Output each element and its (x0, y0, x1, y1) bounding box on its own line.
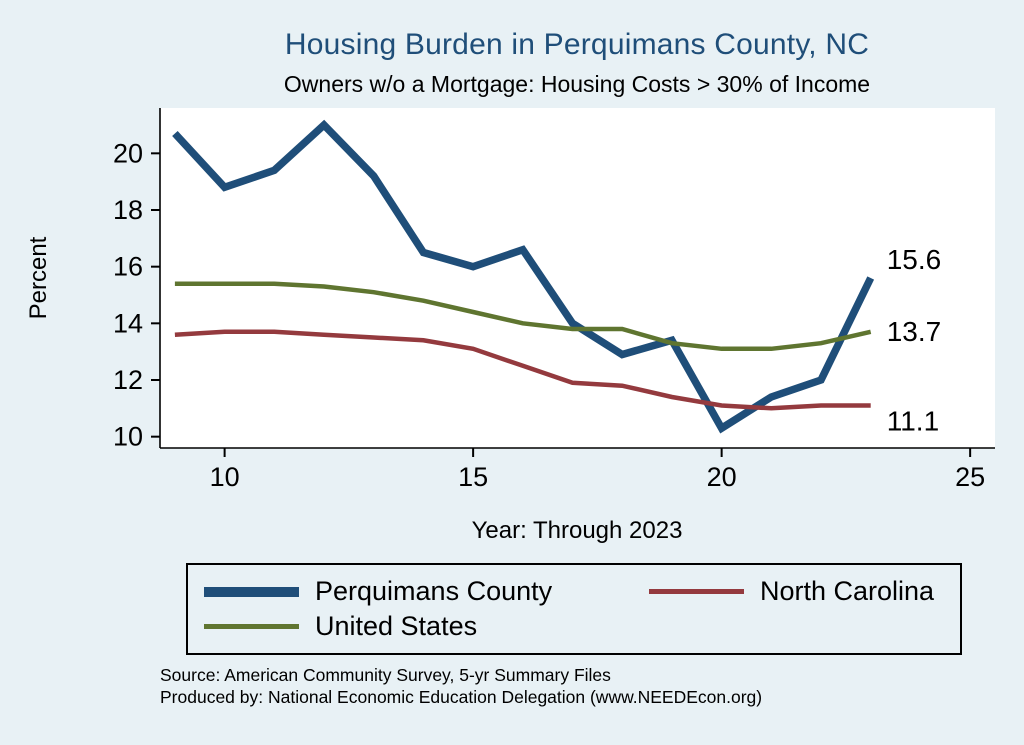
legend-item: United States (204, 611, 649, 642)
legend-item: North Carolina (649, 576, 960, 607)
legend-line-sample (204, 586, 299, 597)
end-label: 11.1 (887, 406, 939, 437)
svg-text:12: 12 (113, 365, 143, 395)
source-note: Source: American Community Survey, 5-yr … (160, 665, 611, 685)
legend: Perquimans County North Carolina United St… (186, 563, 962, 655)
x-axis-label: Year: Through 2023 (471, 517, 683, 544)
producer-note: Produced by: National Economic Education… (160, 687, 763, 707)
legend-label: United States (315, 611, 478, 641)
svg-text:15: 15 (458, 462, 488, 492)
svg-text:10: 10 (113, 422, 143, 452)
source-notes: Source: American Community Survey, 5-yr … (160, 664, 762, 708)
end-label: 13.7 (887, 316, 942, 347)
legend-label: Perquimans County (315, 576, 553, 606)
line-chart: 10 12 14 16 18 20 10 15 20 25 15.6 11.1 13.7 (113, 108, 995, 492)
svg-text:10: 10 (210, 462, 240, 492)
svg-text:20: 20 (113, 138, 143, 168)
svg-text:25: 25 (955, 462, 985, 492)
legend-item: Perquimans County (204, 576, 649, 607)
svg-text:18: 18 (113, 195, 143, 225)
legend-label: North Carolina (760, 576, 935, 606)
legend-line-sample (204, 624, 299, 629)
svg-text:14: 14 (113, 308, 143, 338)
chart-title: Housing Burden in Perquimans County, NC (284, 28, 870, 61)
legend-line-sample (649, 589, 744, 594)
chart-subtitle: Owners w/o a Mortgage: Housing Costs > 3… (283, 71, 871, 97)
end-label: 15.6 (887, 244, 942, 275)
svg-text:16: 16 (113, 252, 143, 282)
svg-text:20: 20 (707, 462, 737, 492)
